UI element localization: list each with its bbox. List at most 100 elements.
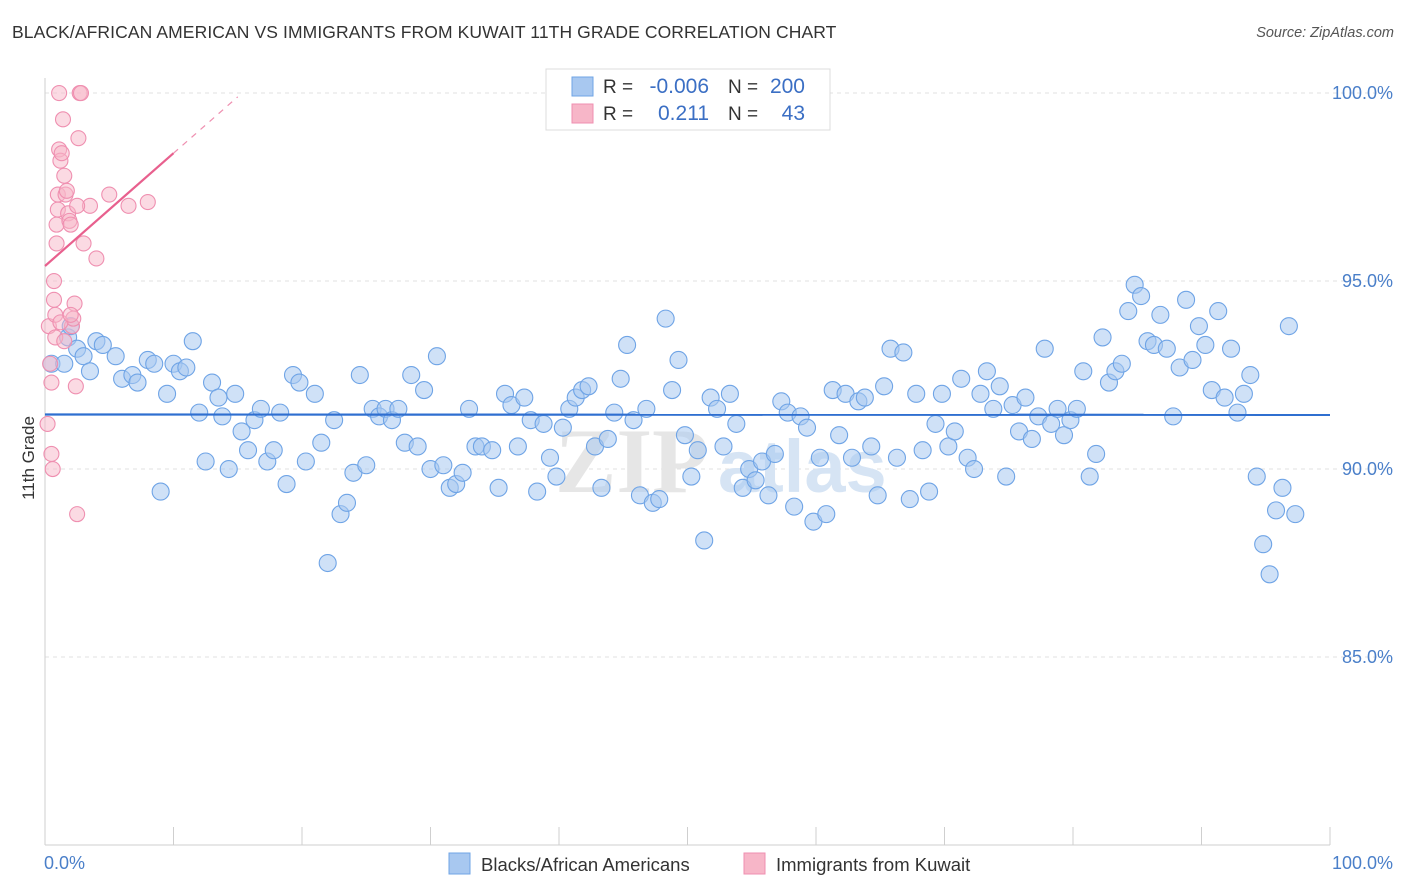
point-blacks-african-americans	[810, 448, 829, 467]
legend-r-value-2: 0.211	[658, 102, 709, 125]
point-blacks-african-americans	[1247, 467, 1266, 486]
legend-swatch-pink	[571, 103, 594, 124]
point-immigrants-from-kuwait	[54, 111, 72, 128]
point-immigrants-from-kuwait	[53, 145, 70, 162]
point-blacks-african-americans	[1254, 535, 1273, 554]
legend-bottom-swatch-pink	[743, 852, 766, 875]
legend-n-label-1: N =	[728, 77, 758, 98]
point-blacks-african-americans	[553, 418, 572, 437]
point-blacks-african-americans	[151, 482, 170, 501]
point-blacks-african-americans	[797, 418, 817, 437]
point-blacks-african-americans	[219, 459, 238, 479]
series-blacks-african-americans	[42, 275, 1305, 584]
point-immigrants-from-kuwait	[56, 333, 73, 350]
point-blacks-african-americans	[579, 377, 598, 396]
point-blacks-african-americans	[489, 478, 508, 497]
point-blacks-african-americans	[483, 441, 502, 460]
point-blacks-african-americans	[508, 437, 527, 456]
point-blacks-african-americans	[515, 388, 534, 407]
point-blacks-african-americans	[1048, 399, 1067, 418]
point-immigrants-from-kuwait	[69, 506, 86, 523]
trend-line-immigrants-from-kuwait	[44, 152, 175, 267]
legend-swatch-blue	[571, 76, 594, 97]
point-immigrants-from-kuwait	[88, 250, 105, 267]
point-immigrants-from-kuwait	[51, 84, 68, 102]
point-blacks-african-americans	[1234, 384, 1253, 403]
point-blacks-african-americans	[920, 482, 939, 501]
series-immigrants-from-kuwait	[39, 84, 156, 523]
point-blacks-african-americans	[611, 369, 630, 388]
point-blacks-african-americans	[913, 441, 932, 460]
point-blacks-african-americans	[727, 414, 746, 433]
point-blacks-african-americans	[714, 437, 733, 456]
point-blacks-african-americans	[183, 332, 202, 351]
point-blacks-african-americans	[540, 448, 560, 467]
y-tick-label: 100.0%	[1332, 83, 1393, 103]
point-blacks-african-americans	[1164, 407, 1183, 426]
axes	[44, 78, 1331, 846]
point-blacks-african-americans	[1035, 339, 1054, 358]
point-blacks-african-americans	[688, 441, 707, 460]
point-blacks-african-americans	[618, 335, 637, 354]
point-blacks-african-americans	[765, 444, 784, 464]
point-blacks-african-americans	[759, 486, 778, 505]
y-tick-labels: 100.0% 95.0% 90.0% 85.0%	[1332, 83, 1393, 667]
point-immigrants-from-kuwait	[62, 306, 79, 323]
point-immigrants-from-kuwait	[75, 235, 92, 252]
point-immigrants-from-kuwait	[67, 378, 84, 395]
point-immigrants-from-kuwait	[120, 197, 137, 214]
point-blacks-african-americans	[1183, 350, 1202, 370]
y-axis-title: 11th Grade	[19, 416, 38, 500]
point-blacks-african-americans	[93, 335, 112, 354]
legend-n-label-2: N =	[728, 104, 758, 125]
point-blacks-african-americans	[855, 388, 874, 407]
point-blacks-african-americans	[1266, 501, 1286, 520]
point-blacks-african-americans	[907, 384, 926, 403]
point-blacks-african-americans	[894, 343, 913, 362]
point-blacks-african-americans	[232, 422, 251, 441]
point-blacks-african-americans	[145, 354, 164, 373]
point-blacks-african-americans	[337, 493, 357, 512]
point-blacks-african-americans	[459, 399, 479, 418]
legend-bottom-swatch-blue	[448, 852, 471, 875]
grid-lines	[45, 92, 1390, 658]
point-blacks-african-americans	[830, 426, 849, 445]
point-immigrants-from-kuwait	[56, 167, 73, 184]
point-blacks-african-americans	[55, 354, 74, 373]
point-blacks-african-americans	[971, 384, 990, 403]
point-blacks-african-americans	[695, 531, 714, 550]
point-blacks-african-americans	[926, 414, 945, 433]
point-blacks-african-americans	[238, 441, 258, 460]
point-blacks-african-americans	[682, 467, 701, 486]
point-blacks-african-americans	[1119, 302, 1138, 321]
point-blacks-african-americans	[675, 426, 694, 445]
trend-line-extension-immigrants-from-kuwait	[173, 96, 239, 154]
point-immigrants-from-kuwait	[45, 291, 63, 308]
point-blacks-african-americans	[213, 407, 232, 426]
point-blacks-african-americans	[534, 414, 553, 433]
point-immigrants-from-kuwait	[45, 272, 63, 290]
point-blacks-african-americans	[1067, 399, 1086, 418]
point-blacks-african-americans	[312, 433, 331, 452]
point-blacks-african-americans	[1074, 362, 1093, 381]
point-blacks-african-americans	[1273, 478, 1292, 497]
point-blacks-african-americans	[1177, 290, 1196, 309]
point-blacks-african-americans	[868, 486, 887, 505]
point-blacks-african-americans	[977, 362, 996, 381]
point-blacks-african-americans	[785, 497, 804, 516]
point-blacks-african-americans	[226, 384, 245, 403]
point-blacks-african-americans	[624, 411, 643, 430]
point-blacks-african-americans	[746, 471, 765, 490]
point-blacks-african-americans	[656, 309, 675, 328]
point-immigrants-from-kuwait	[44, 460, 61, 478]
point-blacks-african-americans	[305, 384, 324, 403]
point-immigrants-from-kuwait	[43, 445, 60, 463]
point-blacks-african-americans	[598, 429, 617, 448]
point-blacks-african-americans	[528, 482, 547, 501]
x-tick-label-max: 100.0%	[1332, 853, 1393, 873]
point-blacks-african-americans	[190, 403, 209, 422]
point-blacks-african-americans	[1157, 339, 1176, 358]
point-immigrants-from-kuwait	[69, 197, 86, 214]
point-blacks-african-americans	[350, 365, 369, 385]
point-blacks-african-americans	[296, 452, 315, 471]
